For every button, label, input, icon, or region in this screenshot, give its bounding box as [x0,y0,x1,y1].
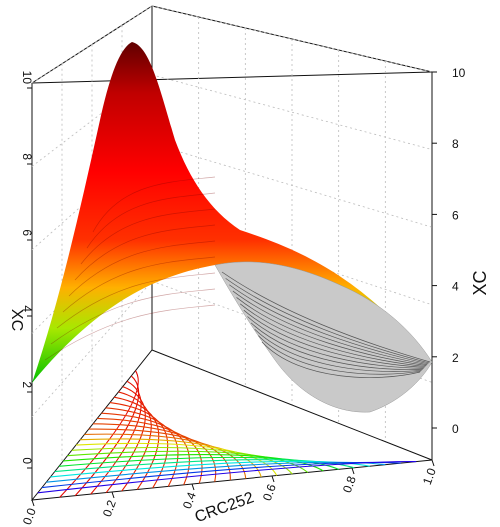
tick-label: 0.8 [340,474,359,495]
tick-label: 8 [452,137,459,151]
left-axis-title: XC [8,309,25,331]
contour-line [63,454,324,472]
surface-underside-lines [221,271,431,378]
right-axis-title: XC [470,270,490,295]
tick-label: 8 [20,153,34,160]
base-axis: 0.0 0.2 0.4 0.6 0.8 1.0 [20,459,439,527]
underside-line [261,341,421,378]
grid-line [31,280,153,417]
tick-label: 0.6 [260,482,279,503]
underside-line [236,297,427,366]
tick-label: 2 [452,351,459,365]
surface-mesh-line [68,240,216,297]
grid-line [151,74,433,150]
base-axis-title: CRC252 [193,489,257,526]
tick-label: 6 [20,229,34,236]
surface-mesh-line [74,224,216,281]
left-axis: 0 2 4 6 8 10 [20,71,34,469]
surface-mesh-line [44,304,216,361]
contour-line [90,380,142,495]
underside-line [258,335,421,375]
tick-label: 0 [20,457,34,464]
contour-line [58,456,339,470]
tick-label: 0 [452,422,459,436]
surface-mesh-lines [44,176,216,361]
surface-mesh-line [50,288,216,345]
contour-line [54,459,355,473]
tick-mark [351,467,355,475]
tick-mark [271,475,275,483]
tick-mark [431,459,435,467]
tick-label: 4 [452,280,459,294]
surface-mesh-line [92,176,216,233]
tick-label: 10 [20,71,34,85]
tick-label: 10 [452,66,466,80]
grid-line [151,143,433,228]
underside-line [229,284,429,365]
grid-line [151,212,433,306]
underside-line [243,309,425,368]
contour-lines [37,370,417,498]
frame-top-front [31,71,433,84]
underside-line [250,322,423,370]
right-axis: 0 2 4 6 8 10 [432,66,466,436]
tick-label: 0.4 [180,490,199,511]
surface-mesh-line [86,192,216,249]
underside-line [247,316,424,369]
tick-label: 0.2 [100,498,119,519]
grid-line [31,5,153,84]
tick-mark [191,483,195,491]
tick-label: 6 [452,208,459,222]
underside-line [221,271,431,363]
underside-line [232,290,428,366]
surface [32,42,433,413]
tick-mark [111,491,115,499]
surface-mesh-line [56,272,216,329]
underside-line [254,329,422,372]
contour-line [88,428,231,481]
underside-line [239,303,426,367]
tick-label: 2 [20,381,34,388]
surface-mesh-line [62,256,216,313]
contour-line [74,375,140,497]
contour-line [118,391,152,492]
surface-mesh-line [80,208,216,265]
tick-mark [31,499,35,507]
contour-line [37,461,417,494]
tick-label: 4 [20,305,34,312]
tick-label: 0.0 [20,506,39,527]
tick-label: 1.0 [420,466,439,487]
underside-line [225,278,430,364]
